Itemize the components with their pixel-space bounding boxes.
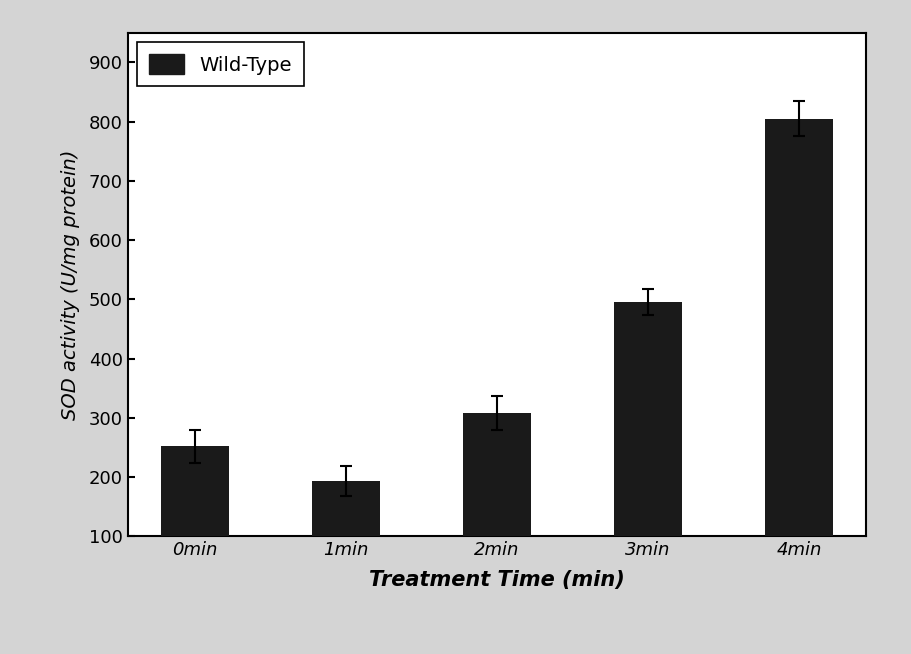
X-axis label: Treatment Time (min): Treatment Time (min) [369, 570, 624, 591]
Bar [463, 413, 530, 596]
Bar [613, 302, 681, 596]
Bar [312, 481, 380, 596]
Bar [764, 118, 832, 596]
Bar [161, 446, 229, 596]
Y-axis label: SOD activity (U/mg protein): SOD activity (U/mg protein) [61, 149, 80, 420]
Legend: Wild-Type: Wild-Type [138, 43, 303, 86]
